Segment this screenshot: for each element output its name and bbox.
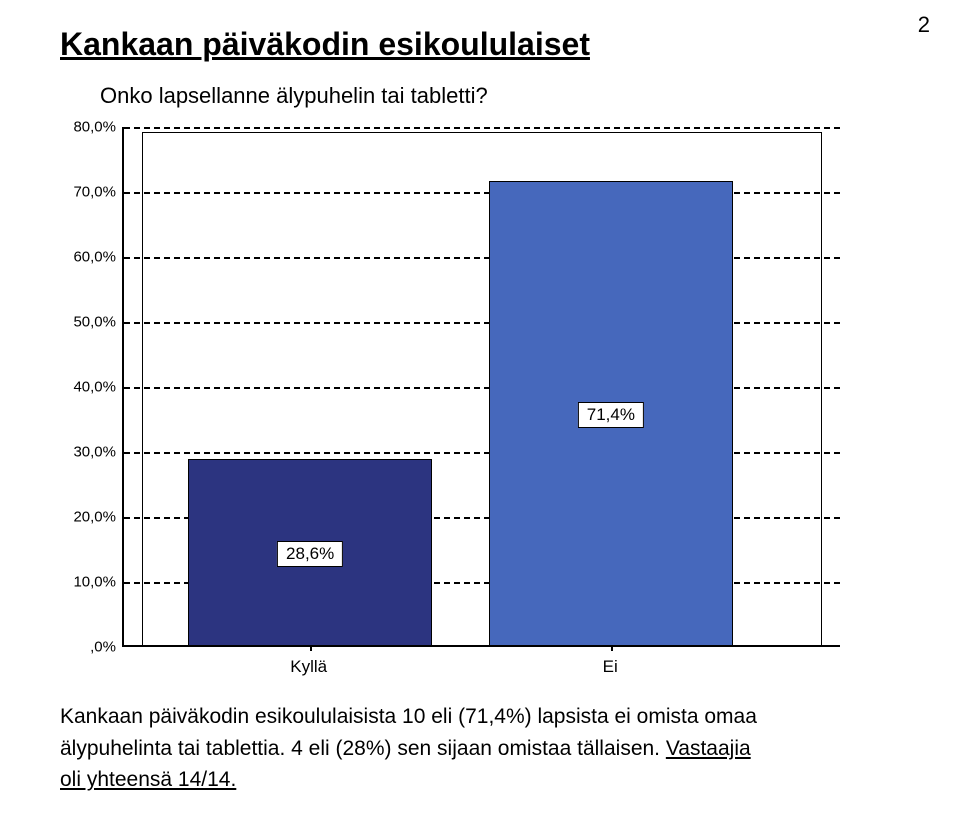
bar-chart: ,0%10,0%20,0%30,0%40,0%50,0%60,0%70,0%80… xyxy=(60,127,840,687)
x-tick-label: Kyllä xyxy=(290,657,327,677)
gridline xyxy=(124,127,840,129)
y-tick-label: 70,0% xyxy=(73,184,116,201)
caption-part: älypuhelinta tai tablettia. 4 eli (28%) … xyxy=(60,737,666,760)
gridline xyxy=(124,387,840,389)
document-page: 2 Kankaan päiväkodin esikoululaiset Onko… xyxy=(0,0,960,840)
y-tick-label: 20,0% xyxy=(73,509,116,526)
gridline xyxy=(124,322,840,324)
caption-underline: Vastaajia xyxy=(666,737,751,760)
bar-value-label: 71,4% xyxy=(578,402,644,428)
bar-value-label: 28,6% xyxy=(277,541,343,567)
y-tick-label: 50,0% xyxy=(73,314,116,331)
plot-area: 28,6% 71,4% xyxy=(122,127,840,647)
y-tick-label: ,0% xyxy=(90,639,116,656)
y-tick-label: 10,0% xyxy=(73,574,116,591)
page-title: Kankaan päiväkodin esikoululaiset xyxy=(60,26,920,63)
y-tick-label: 30,0% xyxy=(73,444,116,461)
x-tick-label: Ei xyxy=(603,657,618,677)
caption-text: Kankaan päiväkodin esikoululaisista 10 e… xyxy=(60,701,860,796)
y-tick-label: 60,0% xyxy=(73,249,116,266)
gridline xyxy=(124,257,840,259)
caption-part: Kankaan päiväkodin esikoululaisista 10 e… xyxy=(60,705,757,728)
caption-underline: oli yhteensä 14/14. xyxy=(60,768,236,791)
y-tick-label: 80,0% xyxy=(73,119,116,136)
y-axis: ,0%10,0%20,0%30,0%40,0%50,0%60,0%70,0%80… xyxy=(60,127,122,687)
chart-subtitle: Onko lapsellanne älypuhelin tai tabletti… xyxy=(100,83,920,109)
y-tick-label: 40,0% xyxy=(73,379,116,396)
x-axis: Kyllä Ei xyxy=(122,651,840,681)
gridline xyxy=(124,452,840,454)
gridline xyxy=(124,192,840,194)
page-number: 2 xyxy=(918,12,930,38)
